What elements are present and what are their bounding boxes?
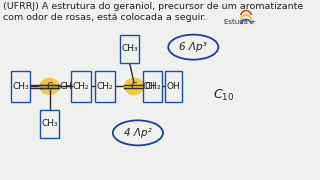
Text: Estuda +: Estuda + <box>223 19 255 25</box>
Text: 6 Λp³: 6 Λp³ <box>180 42 207 52</box>
FancyBboxPatch shape <box>11 71 30 102</box>
FancyBboxPatch shape <box>40 110 59 138</box>
Text: CH: CH <box>60 82 73 91</box>
Text: CH: CH <box>142 82 156 91</box>
Text: C: C <box>131 82 137 91</box>
Text: C: C <box>46 82 52 91</box>
Text: (UFRRJ) A estrutura do geraniol, precursor de um aromatizante
com odor de rosas,: (UFRRJ) A estrutura do geraniol, precurs… <box>3 3 304 22</box>
Text: CH₂: CH₂ <box>97 82 113 91</box>
FancyBboxPatch shape <box>165 71 182 102</box>
FancyBboxPatch shape <box>120 35 139 63</box>
Text: CH₂: CH₂ <box>144 82 161 91</box>
FancyBboxPatch shape <box>95 71 115 102</box>
Text: $C_{10}$: $C_{10}$ <box>213 88 234 103</box>
Ellipse shape <box>40 78 59 94</box>
Text: CH₃: CH₃ <box>12 82 29 91</box>
FancyBboxPatch shape <box>71 71 91 102</box>
FancyBboxPatch shape <box>143 71 162 102</box>
Ellipse shape <box>124 78 143 94</box>
Text: CH₃: CH₃ <box>121 44 138 53</box>
Text: CH₂: CH₂ <box>73 82 90 91</box>
Text: 4 Λp²: 4 Λp² <box>124 128 152 138</box>
Text: OH: OH <box>167 82 180 91</box>
Text: CH₃: CH₃ <box>41 120 58 129</box>
